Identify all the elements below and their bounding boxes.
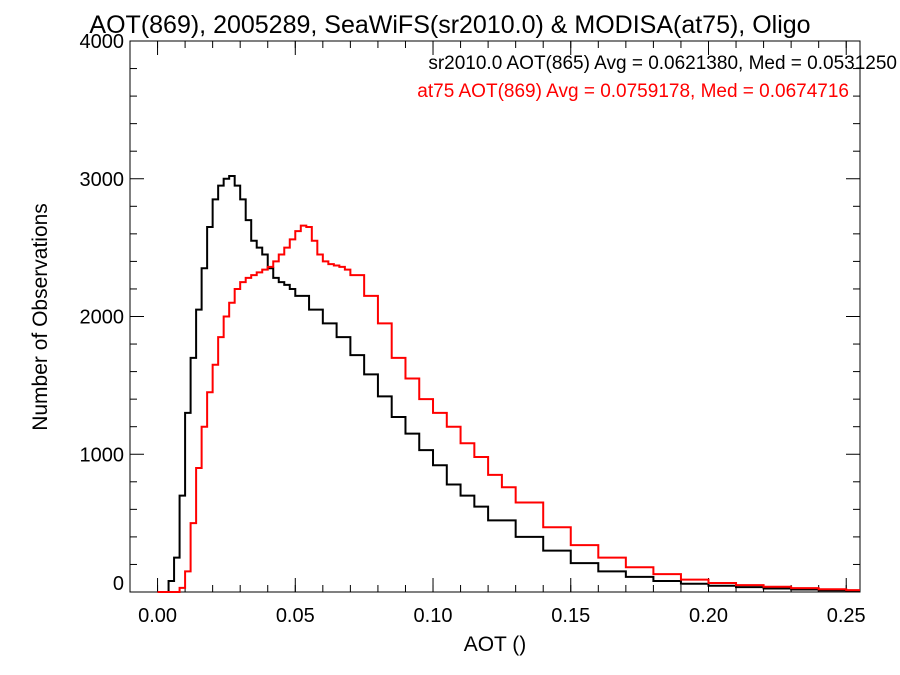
annotation-at75: at75 AOT(869) Avg = 0.0759178, Med = 0.0… [417,81,849,102]
x-tick-label: 0.25 [827,605,866,627]
plot-frame [129,40,861,593]
annotation-sr2010: sr2010.0 AOT(865) Avg = 0.0621380, Med =… [428,53,897,74]
plot-border [129,40,861,593]
y-tick-label: 2000 [80,307,125,329]
y-tick-label: 4000 [80,31,125,53]
y-tick-label: 0 [113,573,124,595]
chart-title: AOT(869), 2005289, SeaWiFS(sr2010.0) & M… [89,11,810,39]
y-axis-label: Number of Observations [29,203,52,431]
x-axis-label: AOT () [464,633,527,656]
series-line-1 [157,224,860,593]
x-tick-label: 0.20 [689,605,728,627]
x-tick-label: 0.05 [276,605,315,627]
x-axis-ticks: 0.00 0.05 0.10 0.15 0.20 0.25 [129,41,866,627]
x-tick-label: 0.10 [414,605,453,627]
x-tick-label: 0.00 [138,605,177,627]
x-tick-label: 0.15 [551,605,590,627]
y-tick-label: 3000 [80,169,125,191]
series-line-0 [157,174,860,593]
series-layer [157,174,860,593]
y-tick-label: 1000 [80,444,125,466]
y-axis-ticks: 0 1000 2000 3000 4000 [80,31,860,595]
